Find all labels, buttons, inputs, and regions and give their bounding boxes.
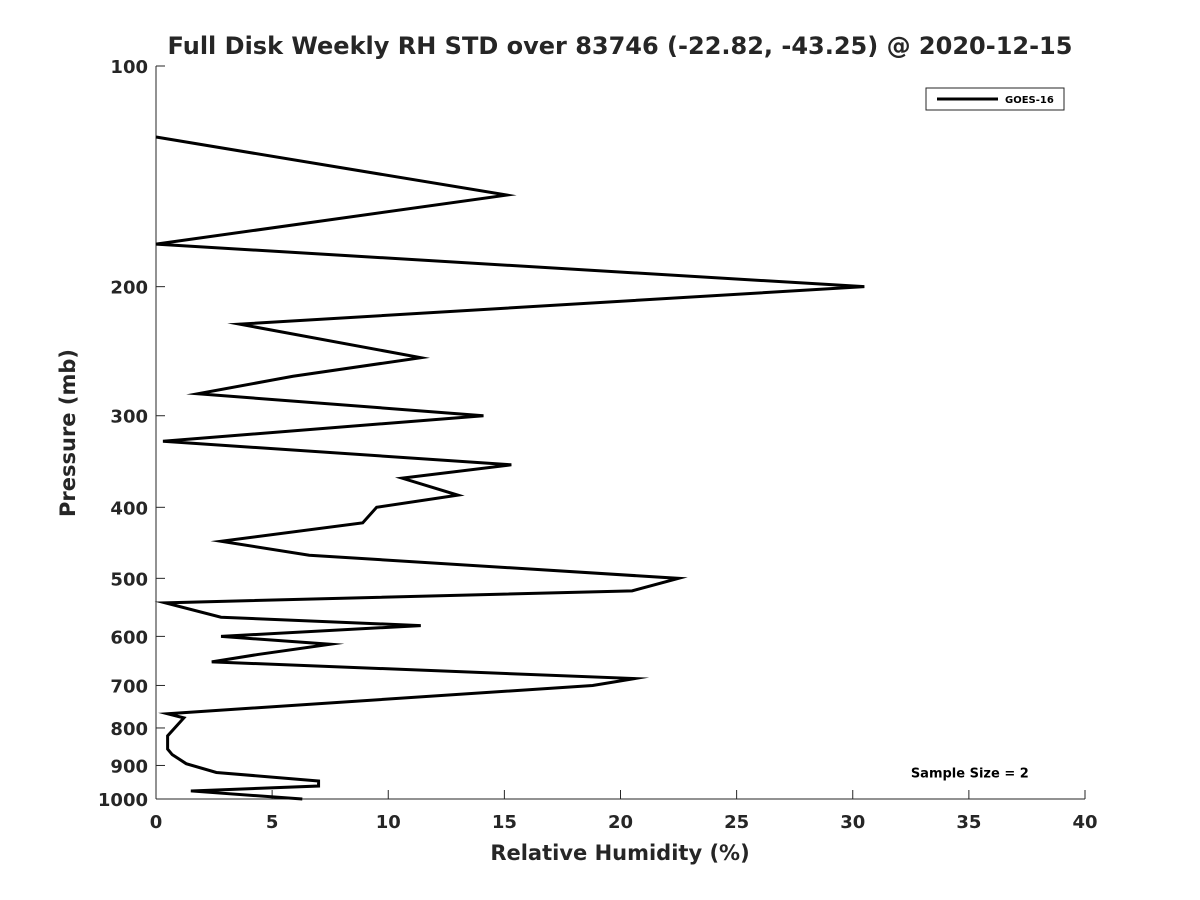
x-tick-label: 10 xyxy=(376,812,401,833)
x-axis-label: Relative Humidity (%) xyxy=(490,841,749,865)
y-tick-label: 800 xyxy=(110,719,148,740)
y-tick-label: 300 xyxy=(110,407,148,428)
y-tick-label: 400 xyxy=(110,498,148,519)
x-tick-label: 25 xyxy=(724,812,749,833)
x-tick-label: 35 xyxy=(956,812,981,833)
y-tick-label: 1000 xyxy=(98,790,148,811)
series-layer xyxy=(154,135,865,801)
chart-title: Full Disk Weekly RH STD over 83746 (-22.… xyxy=(168,32,1073,60)
text-layer: Full Disk Weekly RH STD over 83746 (-22.… xyxy=(56,32,1072,865)
series-line-goes-16 xyxy=(154,135,865,801)
y-tick-label: 900 xyxy=(110,756,148,777)
axes-layer: 0 5 10 15 20 25 30 35 40 100 200 300 400 500 600 700 800… xyxy=(98,57,1098,833)
legend: GOES-16 xyxy=(925,87,1065,111)
y-tick-label: 500 xyxy=(110,569,148,590)
y-tick-label: 200 xyxy=(110,278,148,299)
x-tick-label: 40 xyxy=(1072,812,1097,833)
x-tick-label: 30 xyxy=(840,812,865,833)
y-tick-label: 600 xyxy=(110,627,148,648)
y-axis-label: Pressure (mb) xyxy=(56,349,80,517)
y-tick-label: 700 xyxy=(110,676,148,697)
x-tick-label: 15 xyxy=(492,812,517,833)
legend-label-goes-16: GOES-16 xyxy=(1005,95,1054,106)
y-tick-label: 100 xyxy=(110,57,148,78)
x-tick-label: 5 xyxy=(266,812,279,833)
x-tick-label: 0 xyxy=(150,812,163,833)
x-tick-label: 20 xyxy=(608,812,633,833)
sample-size-annotation: Sample Size = 2 xyxy=(911,766,1029,781)
